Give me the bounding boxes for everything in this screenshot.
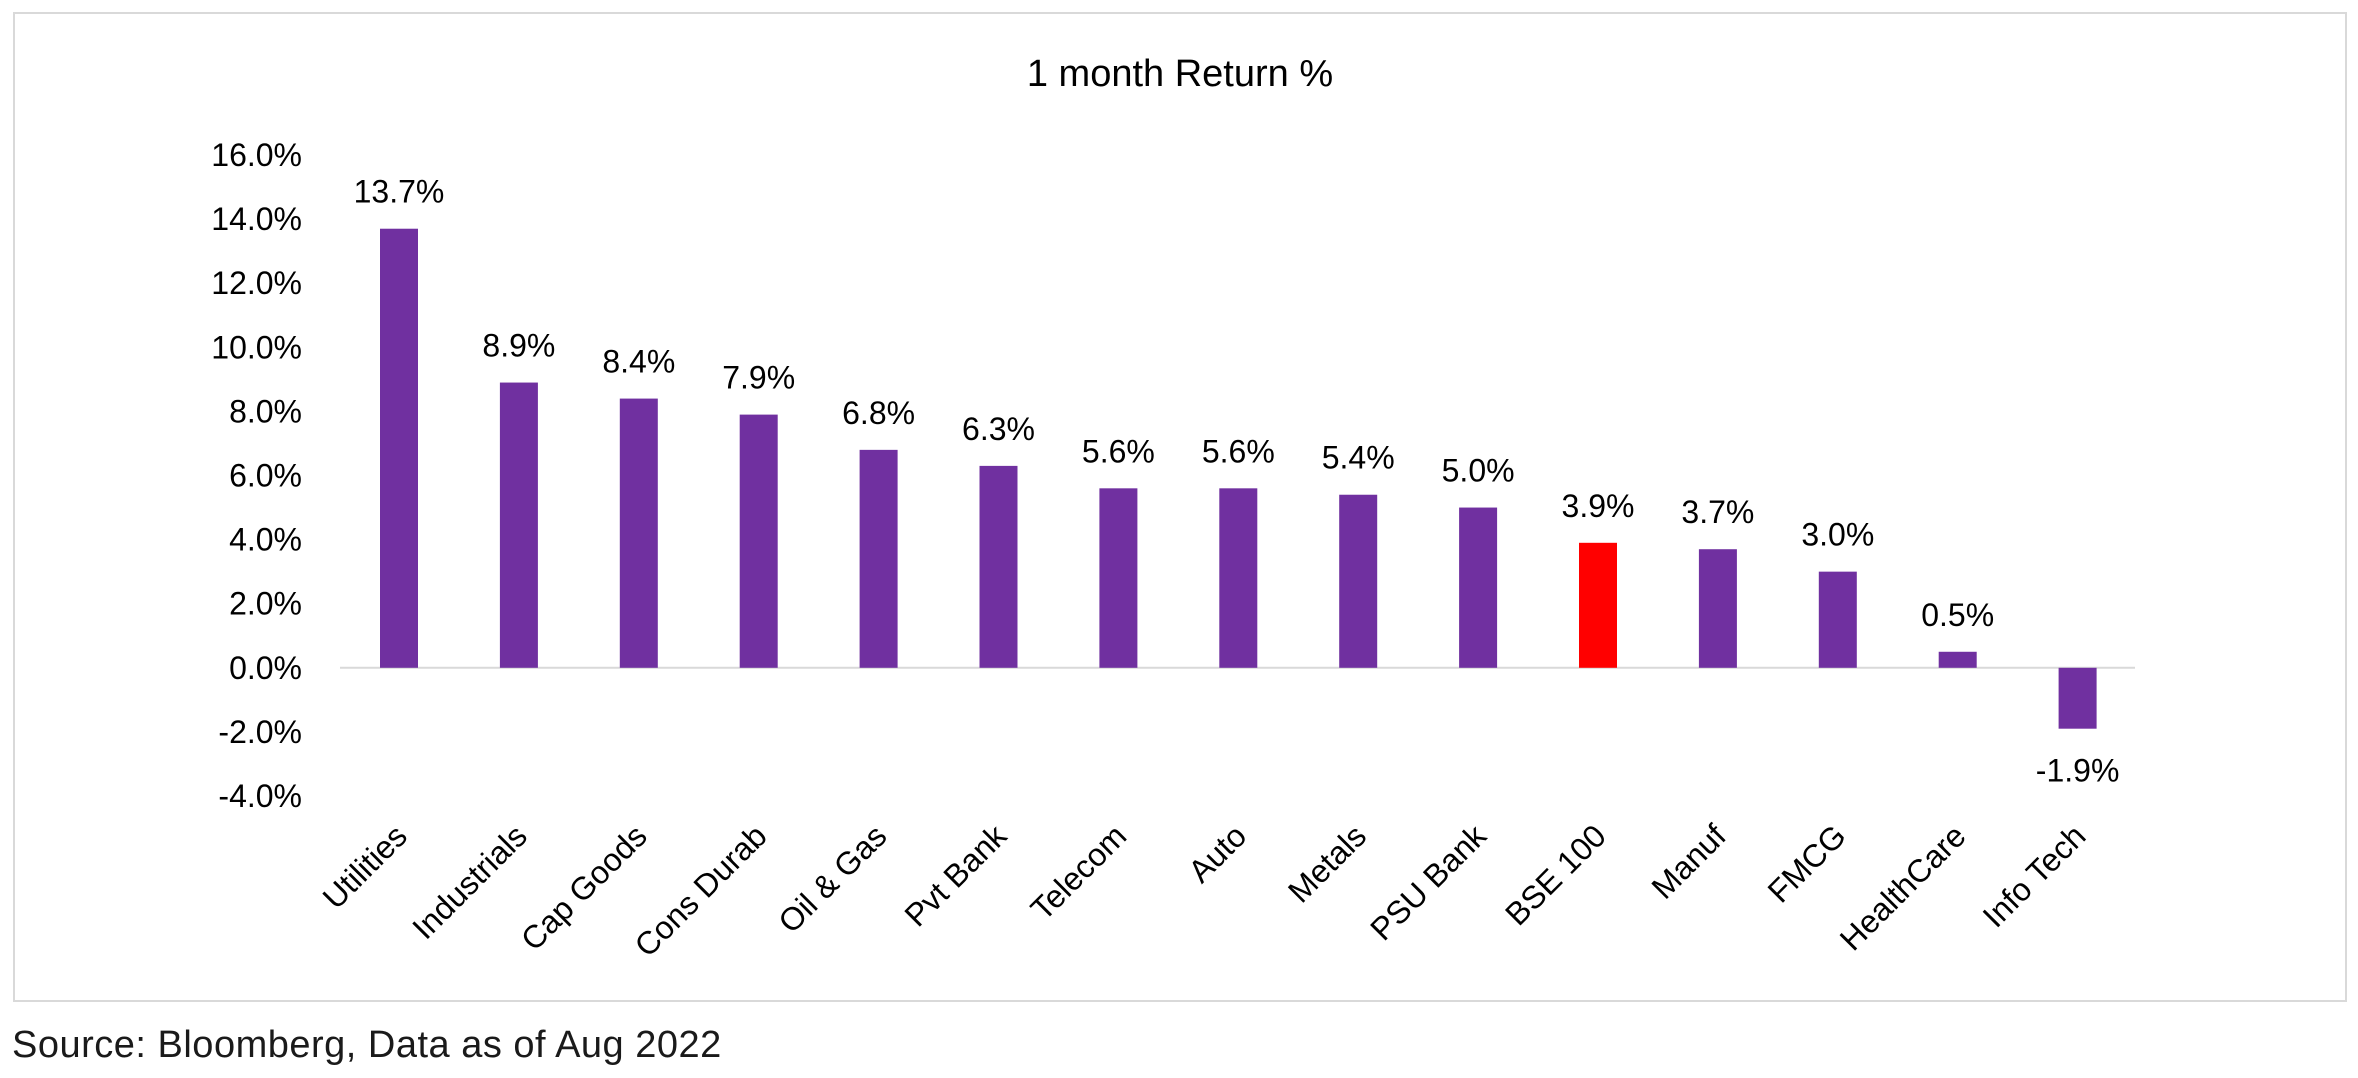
bar-telecom — [1099, 488, 1138, 668]
y-tick-label: 8.0% — [229, 393, 302, 429]
bar-bse-100 — [1579, 542, 1617, 668]
y-axis: 16.0% 14.0% 12.0% 10.0% 8.0% 6.0% 4.0% 2.0% 0.0%… — [211, 137, 302, 814]
bar-utilities — [380, 228, 418, 668]
y-tick-label: -4.0% — [218, 778, 302, 814]
data-label: 3.7% — [1681, 494, 1754, 530]
x-tick-label: FMCG — [1761, 817, 1853, 909]
y-tick-label: 14.0% — [211, 201, 302, 237]
data-label: 8.9% — [482, 328, 555, 364]
bar-psu-bank — [1459, 507, 1498, 668]
data-label: 0.5% — [1921, 597, 1994, 633]
data-label: 7.9% — [722, 360, 795, 396]
bar-metals — [1339, 494, 1378, 668]
bar-healthcare — [1938, 651, 1977, 668]
data-label: 6.8% — [842, 395, 915, 431]
y-tick-label: 2.0% — [229, 586, 302, 622]
x-tick-label: Pvt Bank — [897, 817, 1014, 934]
data-label: 5.0% — [1442, 453, 1515, 489]
y-tick-label: 10.0% — [211, 329, 302, 365]
y-tick-label: 16.0% — [211, 137, 302, 173]
data-label: 5.6% — [1082, 433, 1155, 469]
bar-auto — [1219, 488, 1258, 668]
data-label: 3.9% — [1562, 488, 1635, 524]
x-tick-label: Info Tech — [1976, 817, 2093, 934]
x-tick-label: PSU Bank — [1363, 817, 1494, 948]
source-note: Source: Bloomberg, Data as of Aug 2022 — [12, 1024, 722, 1066]
bar-oil-gas — [859, 449, 898, 668]
x-tick-label: BSE 100 — [1498, 817, 1613, 932]
data-label: 6.3% — [962, 411, 1035, 447]
data-label: 8.4% — [602, 344, 675, 380]
x-tick-label: HealthCare — [1833, 817, 1973, 957]
data-label: 13.7% — [354, 174, 445, 210]
bar-industrials — [499, 382, 538, 668]
bar-cons-durab — [739, 414, 778, 668]
y-tick-label: 12.0% — [211, 265, 302, 301]
bar-fmcg — [1818, 571, 1857, 668]
data-labels-group: 13.7% 8.9% 8.4% 7.9% 6.8% 6.3% 5.6% 5.6% 5.4% 5.0… — [354, 174, 2120, 789]
bar-manuf — [1698, 549, 1737, 668]
y-tick-label: 6.0% — [229, 458, 302, 494]
data-label: 5.4% — [1322, 440, 1395, 476]
y-tick-label: -2.0% — [218, 714, 302, 750]
y-tick-label: 4.0% — [229, 522, 302, 558]
x-tick-label: Manuf — [1645, 817, 1733, 905]
bar-cap-goods — [619, 398, 658, 668]
data-label: 5.6% — [1202, 433, 1275, 469]
x-tick-label: Industrials — [405, 817, 534, 946]
bar-info-tech — [2058, 667, 2097, 729]
x-tick-label: Auto — [1181, 817, 1253, 889]
chart-title: 1 month Return % — [1027, 53, 1333, 95]
bars-group — [380, 228, 2097, 729]
x-tick-label: Telecom — [1024, 817, 1134, 927]
bar-pvt-bank — [979, 465, 1018, 668]
x-tick-label: Oil & Gas — [771, 817, 893, 939]
data-label: -1.9% — [2036, 753, 2120, 789]
x-tick-label: Utilities — [316, 817, 414, 915]
data-label: 3.0% — [1801, 517, 1874, 553]
x-tick-label: Metals — [1281, 817, 1373, 909]
y-tick-label: 0.0% — [229, 650, 302, 686]
bar-chart: 1 month Return % 16.0% 14.0% 12.0% 10.0% 8.0… — [211, 53, 2135, 964]
